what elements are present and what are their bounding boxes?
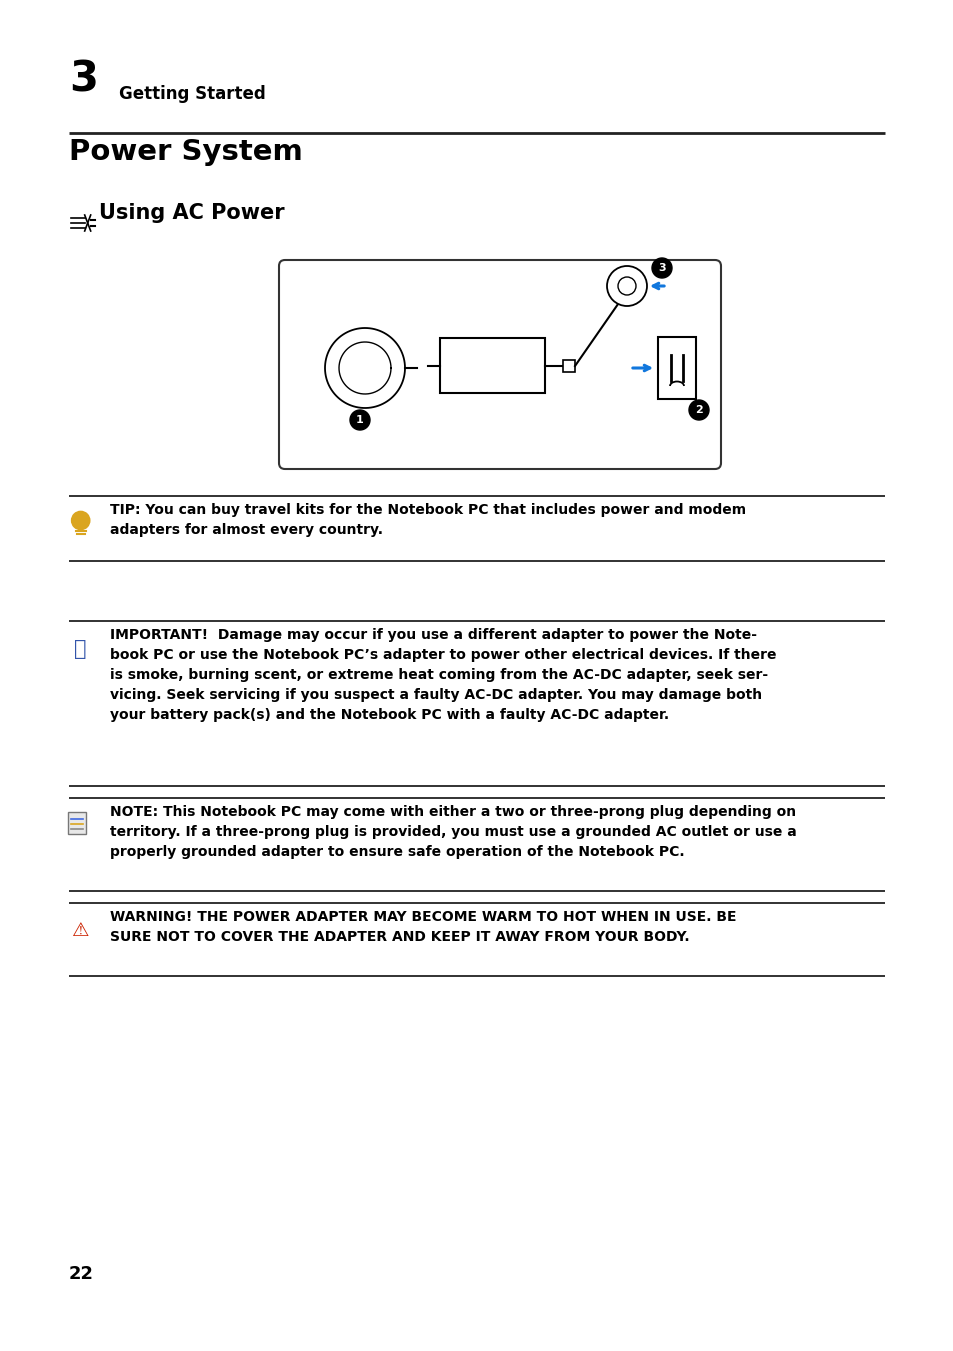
Bar: [658, 336, 696, 399]
Bar: [562, 359, 575, 372]
Text: Getting Started: Getting Started: [118, 85, 265, 103]
Text: NOTE: This Notebook PC may come with either a two or three-prong plug depending : NOTE: This Notebook PC may come with eit…: [110, 805, 796, 859]
Circle shape: [688, 400, 708, 420]
Text: 3: 3: [69, 58, 97, 100]
Circle shape: [71, 512, 90, 530]
Text: WARNING! THE POWER ADAPTER MAY BECOME WARM TO HOT WHEN IN USE. BE
SURE NOT TO CO: WARNING! THE POWER ADAPTER MAY BECOME WA…: [110, 911, 736, 944]
Circle shape: [606, 266, 646, 305]
FancyBboxPatch shape: [278, 259, 720, 469]
Text: ⚠: ⚠: [71, 921, 90, 940]
Bar: [439, 338, 544, 393]
Circle shape: [651, 258, 671, 278]
Circle shape: [350, 409, 370, 430]
Text: TIP: You can buy travel kits for the Notebook PC that includes power and modem
a: TIP: You can buy travel kits for the Not…: [110, 503, 745, 538]
Text: Using AC Power: Using AC Power: [98, 203, 284, 223]
Text: 1: 1: [355, 415, 363, 426]
Bar: [68, 812, 86, 834]
Text: 22: 22: [69, 1265, 93, 1283]
Text: ✋: ✋: [74, 639, 87, 659]
Text: 2: 2: [695, 405, 702, 415]
Text: IMPORTANT!  Damage may occur if you use a different adapter to power the Note-
b: IMPORTANT! Damage may occur if you use a…: [110, 628, 776, 723]
Text: 3: 3: [658, 263, 665, 273]
Text: Power System: Power System: [69, 138, 302, 166]
Circle shape: [618, 277, 636, 295]
